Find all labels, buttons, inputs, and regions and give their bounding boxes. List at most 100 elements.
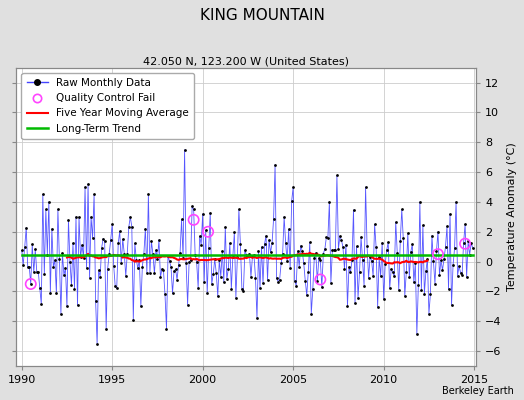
Point [129, 317, 137, 324]
Point [85, 274, 94, 281]
Point [467, 240, 475, 247]
Point [235, 206, 243, 212]
Point [94, 267, 103, 274]
Point [399, 235, 408, 242]
Point [135, 256, 144, 263]
Point [159, 267, 168, 274]
Point [269, 216, 278, 222]
Point [17, 247, 26, 254]
Point [259, 280, 267, 287]
Point [223, 276, 231, 282]
Point [301, 277, 310, 284]
Point [350, 207, 358, 213]
Point [180, 146, 189, 153]
Point [431, 280, 439, 287]
Point [256, 285, 264, 292]
Point [77, 254, 85, 260]
Point [293, 248, 302, 254]
Point [192, 259, 201, 266]
Point [64, 217, 73, 223]
Point [149, 251, 157, 258]
Point [298, 248, 307, 254]
Point [241, 247, 249, 253]
Point [164, 252, 172, 259]
Point [351, 300, 359, 306]
Point [171, 266, 180, 272]
Point [244, 253, 252, 259]
Point [398, 206, 406, 212]
Point [405, 274, 413, 281]
Point [34, 269, 42, 275]
Point [66, 259, 74, 265]
Y-axis label: Temperature Anomaly (°C): Temperature Anomaly (°C) [507, 142, 517, 291]
Point [413, 331, 421, 337]
Point [161, 291, 169, 298]
Point [434, 228, 442, 235]
Point [176, 249, 184, 256]
Point [144, 191, 152, 198]
Point [209, 271, 217, 278]
Point [49, 264, 58, 270]
Point [254, 248, 263, 254]
Point [283, 258, 291, 264]
Point [153, 256, 161, 263]
Point [138, 263, 147, 270]
Point [52, 290, 61, 297]
Point [39, 191, 47, 198]
Point [140, 250, 148, 257]
Point [218, 248, 226, 254]
Point [204, 228, 212, 235]
Point [297, 242, 305, 249]
Point [188, 203, 196, 210]
Point [187, 257, 195, 264]
Point [441, 244, 450, 250]
Point [99, 235, 107, 242]
Point [304, 268, 312, 275]
Point [215, 257, 223, 263]
Point [190, 206, 198, 212]
Point [366, 254, 374, 260]
Point [318, 284, 326, 290]
Point [387, 266, 396, 272]
Point [208, 280, 216, 287]
Point [221, 224, 230, 230]
Point [295, 264, 303, 270]
Point [290, 278, 299, 284]
Point [173, 276, 181, 283]
Point [82, 265, 91, 272]
Point [128, 223, 136, 230]
Point [228, 253, 237, 260]
Point [333, 172, 341, 178]
Point [340, 266, 348, 272]
Point [331, 247, 340, 253]
Point [426, 290, 434, 297]
Point [179, 254, 187, 261]
Point [224, 266, 233, 272]
Point [126, 214, 135, 220]
Point [395, 287, 403, 293]
Point [203, 290, 211, 296]
Point [300, 260, 308, 266]
Point [444, 286, 453, 292]
Point [248, 253, 257, 260]
Point [390, 273, 398, 280]
Point [226, 240, 234, 246]
Point [25, 264, 34, 270]
Point [272, 275, 281, 282]
Point [410, 279, 418, 286]
Point [411, 260, 420, 266]
Point [214, 293, 222, 300]
Point [117, 260, 125, 266]
Point [238, 286, 246, 292]
Point [113, 285, 121, 292]
Point [328, 247, 336, 253]
Point [339, 244, 347, 250]
Point [162, 326, 171, 332]
Point [20, 244, 29, 250]
Point [232, 294, 240, 301]
Point [55, 256, 63, 262]
Point [264, 277, 272, 283]
Point [434, 251, 442, 257]
Point [348, 256, 356, 263]
Point [360, 282, 368, 289]
